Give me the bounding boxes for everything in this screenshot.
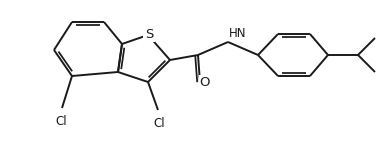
- Text: Cl: Cl: [55, 115, 67, 128]
- Text: O: O: [200, 76, 210, 89]
- Text: Cl: Cl: [153, 117, 165, 130]
- Text: HN: HN: [229, 27, 247, 40]
- Text: S: S: [145, 28, 153, 40]
